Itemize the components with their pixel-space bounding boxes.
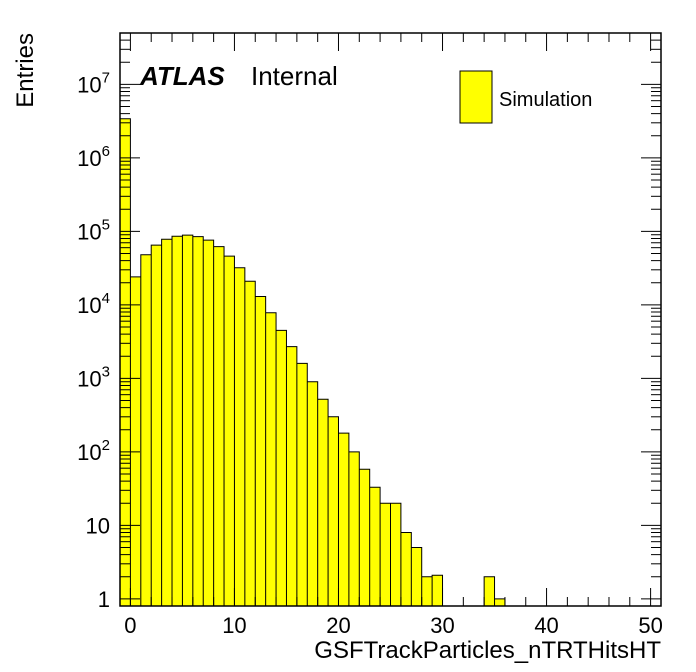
histogram-bar (348, 451, 360, 606)
histogram-bar (234, 267, 245, 606)
y-tick-label: 106 (77, 143, 110, 171)
plot-frame (119, 32, 662, 607)
histogram-bar (172, 236, 183, 607)
x-tick-label: 10 (222, 613, 246, 638)
histogram-bar (484, 576, 495, 606)
histogram-bar (151, 245, 162, 606)
x-tick-label: 30 (430, 613, 454, 638)
histogram-bar (224, 256, 235, 606)
histogram-bar (192, 236, 204, 607)
histogram-bar (244, 281, 256, 606)
legend-label-simulation: Simulation (499, 89, 592, 111)
histogram-bar (369, 487, 381, 606)
x-axis-ticks: 0 10 20 30 40 50 (124, 33, 663, 638)
y-tick-label: 1 (98, 587, 110, 612)
y-axis-ticks: 1 10 102 103 104 105 106 107 (77, 32, 661, 612)
histogram-bar (120, 118, 131, 606)
histogram-bar (411, 547, 422, 606)
histogram-bar (390, 503, 401, 606)
x-tick-label: 20 (326, 613, 350, 638)
y-tick-label: 107 (77, 69, 110, 97)
histogram-bar (421, 576, 433, 606)
histogram-outline (119, 118, 506, 606)
histogram-bar (380, 503, 391, 606)
y-tick-label: 102 (77, 437, 110, 465)
histogram-bar (203, 240, 214, 607)
y-axis-title: Entries (12, 33, 39, 108)
histogram-bar (359, 469, 370, 606)
legend-swatch-simulation (459, 70, 493, 124)
y-tick-label: 103 (77, 363, 110, 391)
histogram-bar (286, 346, 297, 606)
histogram-bar (400, 532, 412, 606)
histogram-bar (307, 381, 318, 606)
x-tick-label: 50 (638, 613, 662, 638)
histogram-bar (265, 312, 277, 606)
histogram-bar (432, 575, 443, 606)
histogram-bar (328, 416, 339, 606)
histogram-bar (130, 276, 141, 606)
histogram-bar (494, 598, 505, 606)
histogram-bars (119, 118, 506, 607)
histogram-bar (140, 254, 152, 607)
y-tick-label: 10 (86, 513, 110, 538)
histogram-bar (317, 399, 329, 606)
histogram-bar (296, 363, 308, 606)
atlas-label: ATLAS (139, 61, 225, 91)
atlas-status-label: Internal (251, 61, 338, 91)
x-axis-title: GSFTrackParticles_nTRTHitsHT (314, 637, 661, 664)
x-tick-label: 0 (124, 613, 136, 638)
histogram-bar (213, 246, 225, 606)
histogram-bar (276, 330, 287, 606)
x-tick-label: 40 (534, 613, 558, 638)
histogram-bar (182, 235, 193, 606)
y-tick-label: 105 (77, 216, 110, 244)
histogram-bar (161, 239, 173, 607)
histogram-bar (338, 433, 349, 606)
histogram-bar (255, 296, 266, 606)
y-tick-label: 104 (77, 290, 110, 318)
